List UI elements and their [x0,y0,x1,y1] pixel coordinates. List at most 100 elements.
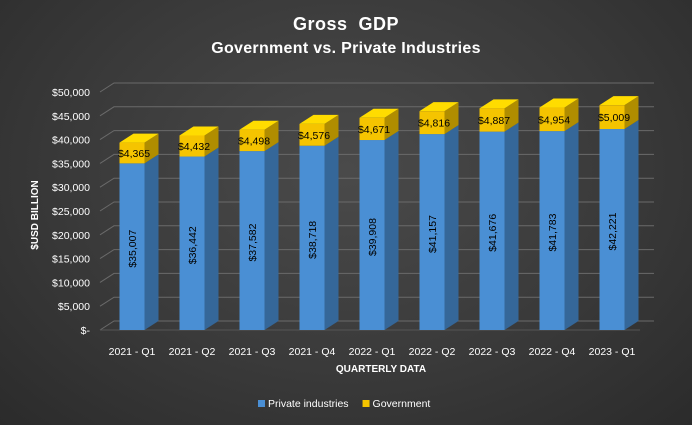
bar-side [444,125,459,330]
gridline [99,177,654,188]
data-label-private: $36,442 [187,226,199,264]
data-label-private: $41,783 [547,213,559,251]
y-tick-label: $15,000 [52,254,90,266]
data-label-government: $4,816 [418,118,450,130]
gridline [99,225,654,236]
gridline [99,130,654,141]
bar-segment-private: $37,582 [239,142,279,330]
bar-front [119,163,145,330]
bar-side [324,114,339,146]
bar-front [599,129,625,330]
bar-front [479,131,505,330]
x-axis-ticks: 2021 - Q1 2021 - Q2 2021 - Q3 2021 - Q4 2022… [109,346,636,358]
bar-top [599,96,639,106]
bar-top [239,120,279,130]
gridline [99,82,654,93]
bar-front [299,145,325,330]
x-tick-label: 2022 - Q3 [469,346,516,358]
bar-top [419,102,459,112]
bars: $35,007 $4,365 $36,442 $4,432 $37,582 $4,498 $… [118,96,639,331]
legend-label: Government [373,398,431,410]
gridline [99,153,654,164]
data-label-government: $4,365 [118,148,150,160]
bar-segment-government: $4,816 [418,102,459,135]
gridline [99,296,654,307]
y-tick-label: $10,000 [52,277,90,289]
data-label-private: $37,582 [247,223,259,261]
bar-top [179,126,219,136]
bar-side [564,122,579,331]
gridline [99,249,654,260]
bar-segment-private: $38,718 [299,136,339,330]
x-tick-label: 2022 - Q2 [409,346,456,358]
bar-segment-government: $4,365 [118,133,159,164]
bar-side [624,96,639,130]
y-tick-label: $35,000 [52,158,90,170]
y-tick-label: $50,000 [52,87,90,99]
data-label-private: $41,676 [487,214,499,252]
bar-front [359,140,385,330]
bar-front [419,134,445,330]
bar-segment-private: $41,157 [419,125,459,330]
bar-top [299,114,339,124]
data-label-government: $4,498 [238,135,270,147]
x-tick-label: 2022 - Q1 [349,346,396,358]
bar-front [359,117,385,141]
y-axis-ticks: $- $5,000 $10,000 $15,000 $20,000 $25,000 $30,… [52,87,90,337]
bar-side [324,136,339,330]
bar-front [179,135,205,157]
bar-side [504,122,519,330]
x-tick-label: 2022 - Q4 [529,346,576,358]
data-label-private: $38,718 [307,221,319,259]
y-tick-label: $30,000 [52,182,90,194]
bar-front [419,111,445,135]
bar-segment-government: $4,432 [178,126,219,157]
bar-side [504,99,519,132]
bar-segment-government: $4,887 [478,99,519,132]
bar-front [479,108,505,132]
legend-swatch [362,400,370,407]
bar-side [264,142,279,330]
bar-segment-private: $35,007 [119,154,159,330]
bar-segment-government: $4,498 [238,120,279,152]
bar-segment-private: $41,676 [479,122,519,330]
bar-front [299,123,325,146]
x-tick-label: 2021 - Q4 [289,346,336,358]
gridline [99,106,654,117]
x-tick-label: 2021 - Q2 [169,346,216,358]
data-label-government: $4,954 [538,114,570,126]
y-tick-label: $- [81,325,91,337]
gridline [99,272,654,283]
bar-side [204,126,219,157]
bar-segment-government: $5,009 [598,96,639,130]
bar-front [599,105,625,130]
bar-side [384,131,399,330]
y-tick-label: $5,000 [58,301,90,313]
legend-swatch [258,400,265,407]
bar-side [144,154,159,330]
data-label-government: $4,432 [178,141,210,153]
data-label-private: $41,157 [427,215,439,253]
bar-side [624,120,639,330]
bar-segment-private: $36,442 [179,147,219,330]
y-tick-label: $40,000 [52,135,90,147]
data-label-private: $35,007 [127,230,139,268]
legend: Private industries Government [258,398,430,410]
bar-top [359,108,399,118]
bar-front [539,131,565,330]
y-tick-label: $45,000 [52,111,90,123]
gridline [99,201,654,212]
bar-front [239,151,265,330]
legend-label: Private industries [268,398,349,410]
bar-side [144,133,159,164]
bar-front [539,107,565,132]
x-tick-label: 2021 - Q3 [229,346,276,358]
bar-segment-private: $39,908 [359,131,399,330]
bar-side [264,120,279,152]
bar-segment-private: $42,221 [599,120,639,330]
bar-top [479,99,519,109]
bar-front [179,156,205,330]
bar-front [119,142,145,164]
legend-item-government: Government [362,398,431,410]
